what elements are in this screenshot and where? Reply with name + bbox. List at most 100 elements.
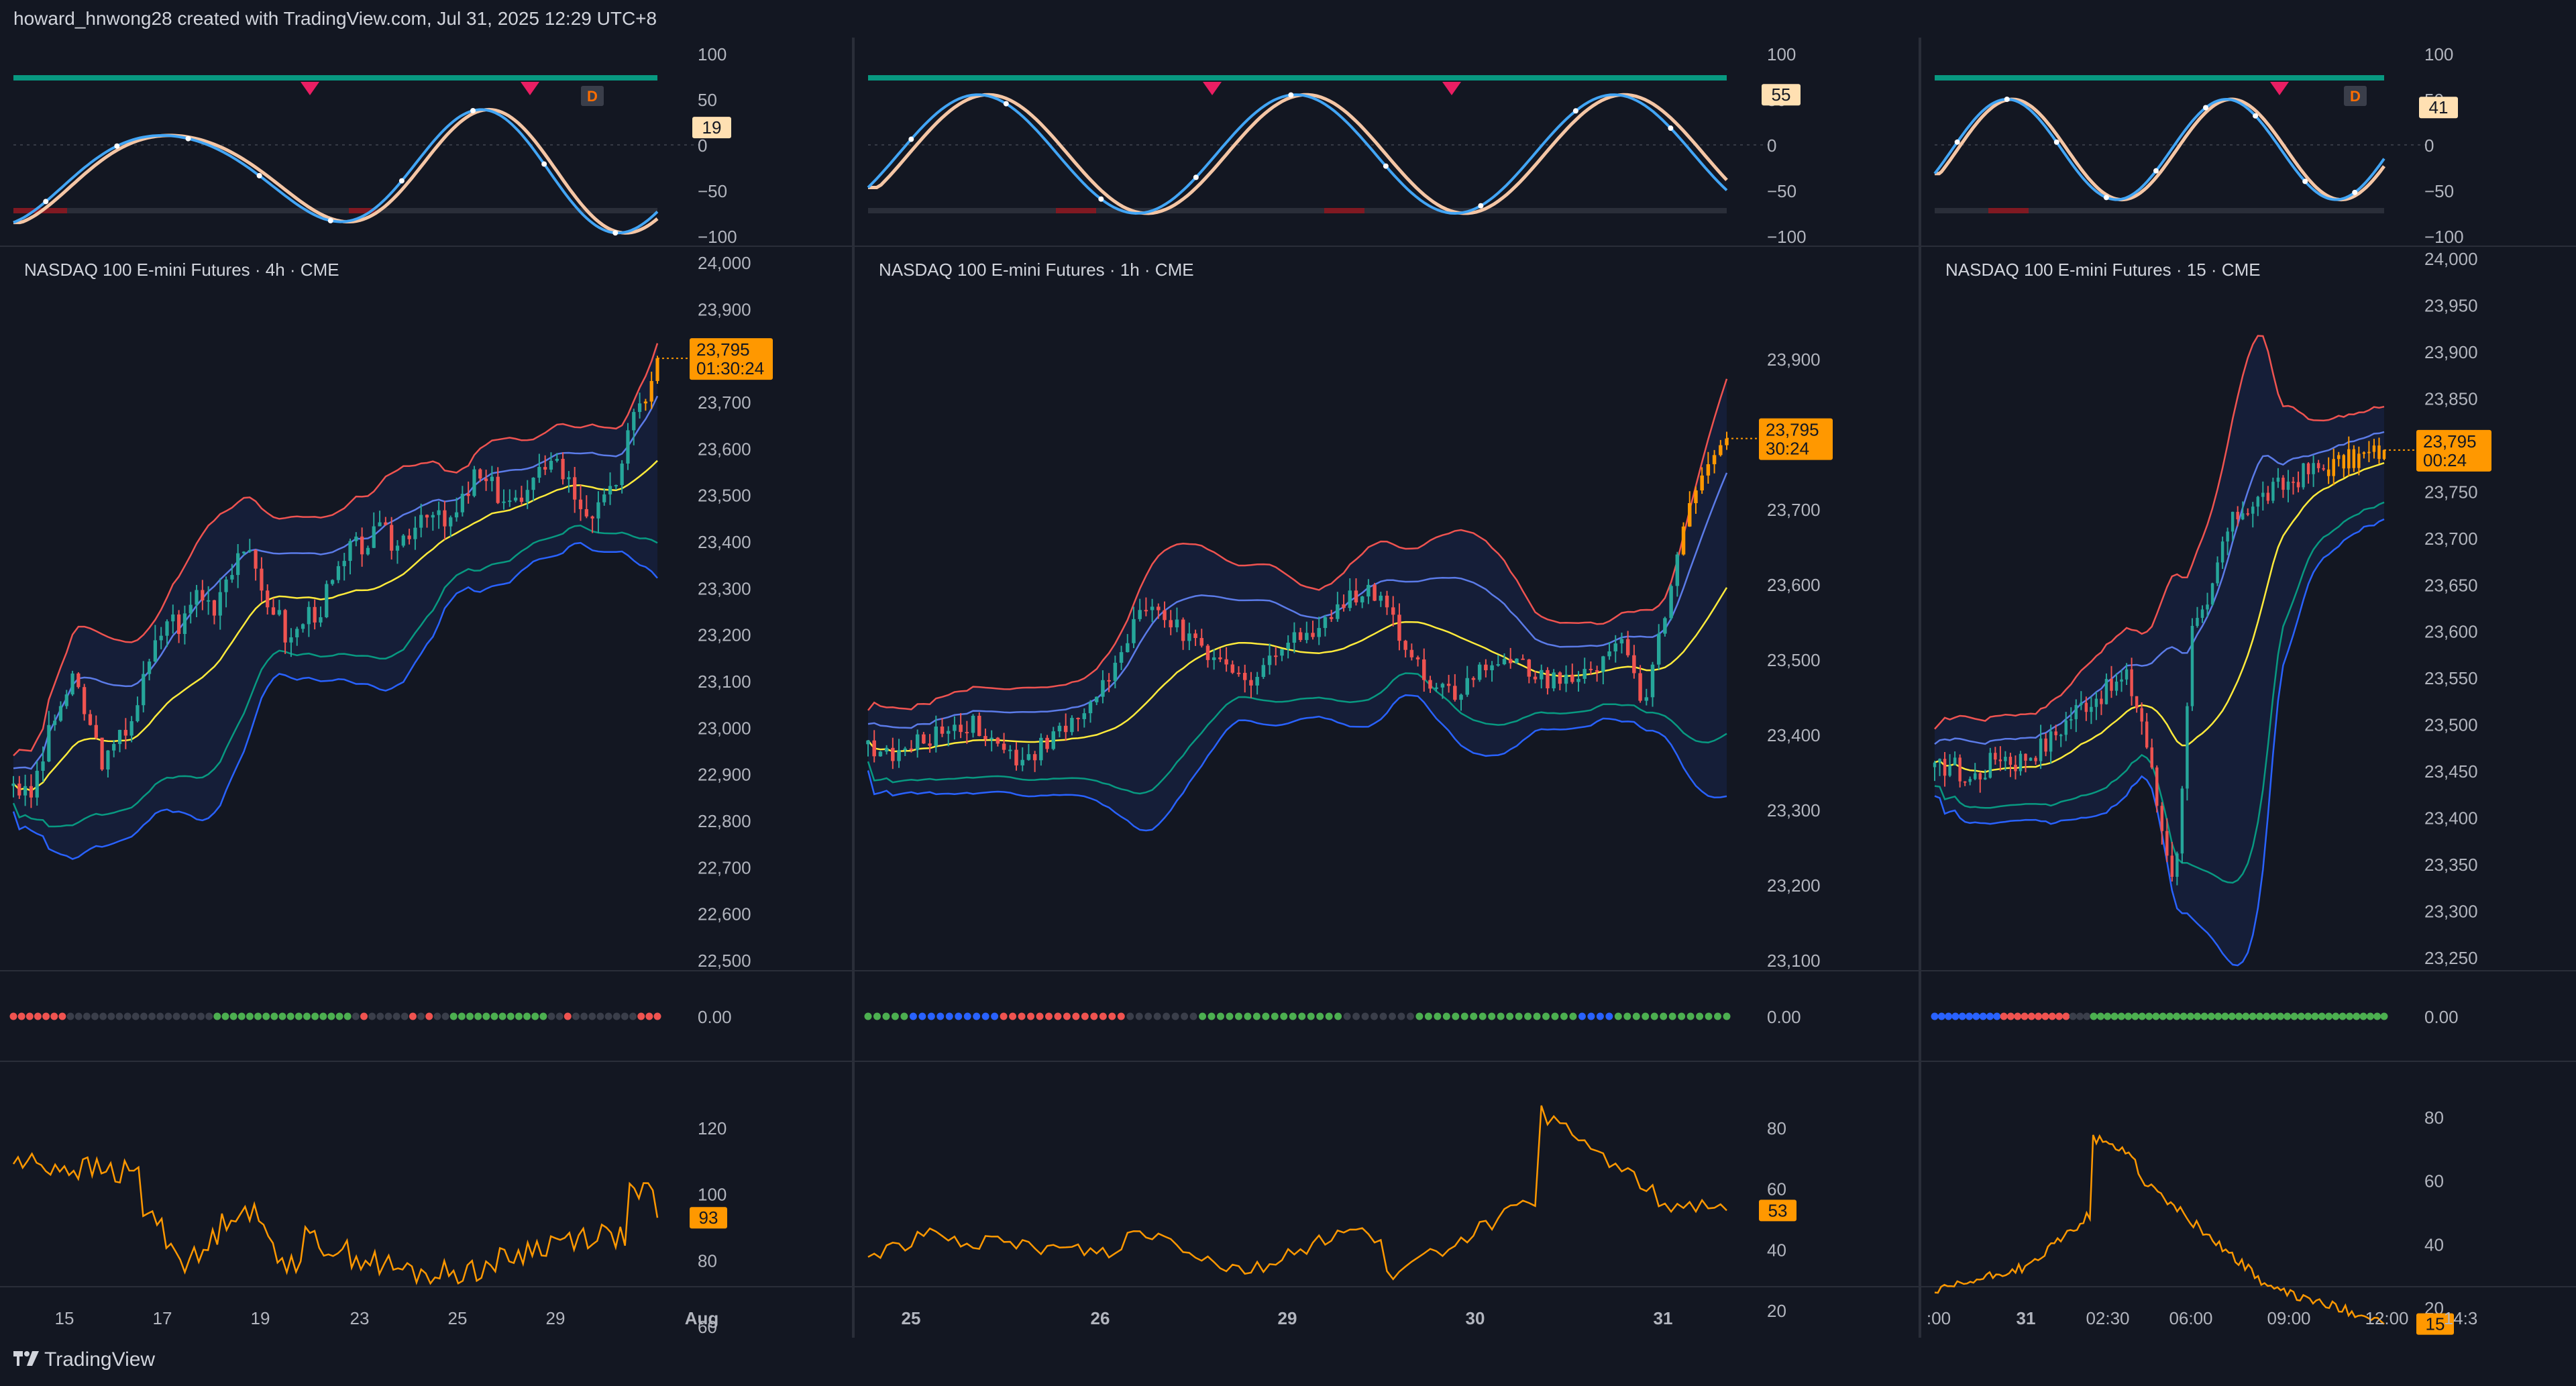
candle-body bbox=[1644, 697, 1649, 701]
candle-body bbox=[201, 590, 205, 600]
candle bbox=[165, 619, 169, 647]
candle bbox=[64, 690, 68, 709]
candle bbox=[1496, 655, 1501, 667]
candle bbox=[2357, 446, 2361, 476]
candle-body bbox=[632, 412, 636, 431]
candle bbox=[2094, 692, 2098, 721]
candle-body bbox=[449, 517, 453, 527]
candle bbox=[147, 658, 152, 681]
squeeze-dot bbox=[42, 1012, 50, 1020]
divergence-badge-bg bbox=[2344, 86, 2367, 106]
candle bbox=[260, 557, 264, 602]
candle-body bbox=[390, 525, 394, 551]
wave-value-tag bbox=[2419, 97, 2458, 119]
wave-axis-label: 0 bbox=[1767, 136, 1776, 156]
osc-axis-label: 80 bbox=[2424, 1108, 2444, 1128]
candle-body bbox=[2114, 682, 2118, 691]
candle-body bbox=[959, 725, 963, 733]
candle bbox=[1292, 622, 1297, 653]
squeeze-dot bbox=[909, 1012, 917, 1020]
candle bbox=[123, 718, 127, 749]
candle-body bbox=[1619, 639, 1624, 644]
candle-body bbox=[1169, 620, 1173, 628]
candle-body bbox=[1249, 680, 1253, 686]
time-axis-label: 02:30 bbox=[2086, 1308, 2129, 1328]
squeeze-dot bbox=[1551, 1012, 1559, 1020]
candle-body bbox=[2266, 492, 2270, 501]
candle-body bbox=[1650, 664, 1655, 698]
candle bbox=[514, 490, 518, 502]
candle bbox=[117, 729, 122, 753]
price-axis-label: 23,550 bbox=[2424, 668, 2478, 688]
squeeze-dot bbox=[1334, 1012, 1342, 1020]
squeeze-dot bbox=[1388, 1012, 1396, 1020]
candle-body bbox=[626, 430, 630, 464]
squeeze-dot bbox=[963, 1012, 971, 1020]
squeeze-dot bbox=[2255, 1012, 2263, 1020]
squeeze-dot bbox=[873, 1012, 881, 1020]
cross-dot bbox=[256, 172, 262, 178]
panel-divider[interactable] bbox=[852, 38, 855, 1338]
squeeze-dot bbox=[1352, 1012, 1360, 1020]
squeeze-dot bbox=[1144, 1012, 1152, 1020]
candle-body bbox=[1045, 737, 1049, 749]
candle-body bbox=[2080, 702, 2083, 705]
osc-value-label: 15 bbox=[2426, 1314, 2445, 1334]
time-axis-label: 29 bbox=[1278, 1308, 1297, 1328]
candle-body bbox=[313, 606, 317, 623]
squeeze-dot bbox=[2076, 1012, 2084, 1020]
candle-body bbox=[2302, 463, 2305, 488]
squeeze-dot bbox=[417, 1012, 425, 1020]
candle bbox=[1150, 598, 1155, 623]
squeeze-dot bbox=[547, 1012, 555, 1020]
candle bbox=[2306, 462, 2310, 484]
candle-body bbox=[1305, 633, 1309, 640]
candle-body bbox=[372, 526, 376, 548]
squeeze-dot bbox=[1696, 1012, 1704, 1020]
price-axis-label: 23,500 bbox=[2424, 715, 2478, 735]
candle-body bbox=[1212, 657, 1216, 660]
candle bbox=[1026, 744, 1031, 761]
candle bbox=[1632, 645, 1636, 679]
candle bbox=[2070, 707, 2073, 729]
squeeze-dot bbox=[115, 1012, 123, 1020]
squeeze-dot bbox=[123, 1012, 131, 1020]
time-axis-label: 31 bbox=[1654, 1308, 1673, 1328]
candle-body bbox=[1126, 643, 1130, 653]
footer-bar: TradingView bbox=[0, 1339, 2576, 1386]
candle-body bbox=[1014, 749, 1018, 765]
squeeze-dot bbox=[1560, 1012, 1568, 1020]
candle-body bbox=[1224, 659, 1228, 665]
candle-body bbox=[2059, 735, 2063, 737]
candle-body bbox=[1360, 596, 1364, 602]
pane-bg bbox=[0, 1062, 852, 1285]
candle-body bbox=[2094, 698, 2098, 707]
candle-body bbox=[2170, 855, 2174, 877]
candle-body bbox=[1546, 670, 1550, 689]
candle-body bbox=[1440, 684, 1445, 688]
candle bbox=[2090, 696, 2093, 725]
panel-divider[interactable] bbox=[1919, 38, 1921, 1338]
candle-body bbox=[2372, 445, 2376, 452]
chart-panel-4h[interactable]: D 100 50 0 −50 −100 19 NASDAQ 100 E-mini Future… bbox=[0, 38, 852, 1338]
candle bbox=[1546, 667, 1550, 695]
squeeze-dot bbox=[1479, 1012, 1487, 1020]
candle-body bbox=[555, 458, 559, 461]
pane-bg bbox=[1921, 1062, 2576, 1285]
candle bbox=[1212, 649, 1216, 670]
candle bbox=[1984, 769, 1987, 780]
candle bbox=[1088, 700, 1093, 723]
squeeze-dot bbox=[604, 1012, 612, 1020]
candle bbox=[1933, 761, 1937, 782]
candle-body bbox=[1607, 651, 1611, 657]
candle-body bbox=[977, 715, 981, 737]
candle-body bbox=[1570, 674, 1574, 682]
time-axis-label: 06:00 bbox=[2169, 1308, 2212, 1328]
candle-body bbox=[117, 729, 122, 745]
osc-axis-label: 40 bbox=[2424, 1234, 2444, 1255]
candle-body bbox=[419, 515, 423, 528]
squeeze-dot bbox=[1262, 1012, 1270, 1020]
candle-body bbox=[2282, 477, 2285, 490]
